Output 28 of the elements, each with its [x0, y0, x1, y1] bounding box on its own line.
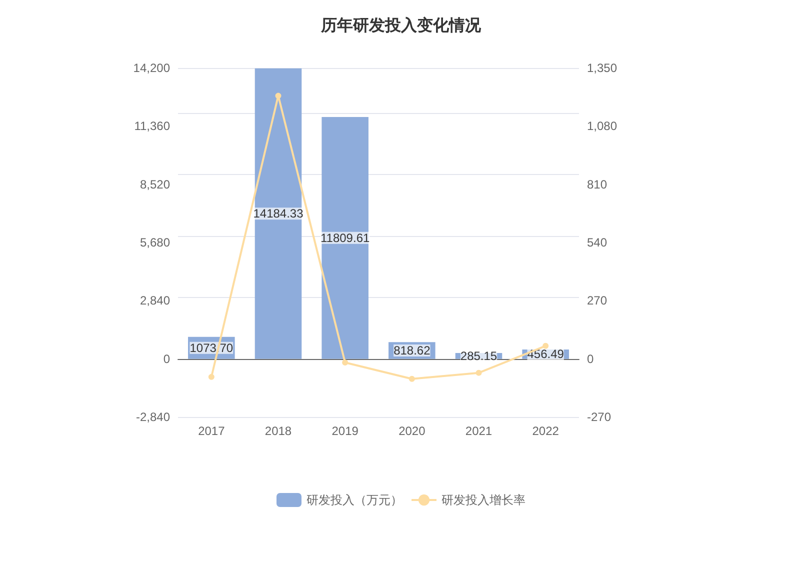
- x-tick-label: 2019: [332, 424, 359, 438]
- x-tick-label: 2021: [465, 424, 492, 438]
- y2-tick-label: 1,350: [587, 61, 618, 75]
- data-label: 11809.61: [320, 230, 370, 245]
- y2-tick-label: 0: [587, 352, 594, 366]
- y2-tick-label: 270: [587, 294, 608, 308]
- x-tick-label: 2020: [398, 424, 426, 438]
- legend-label: 研发投入（万元）: [306, 493, 402, 507]
- y-tick-label: 2,840: [140, 294, 170, 308]
- chart-title: 历年研发投入变化情况: [320, 16, 482, 34]
- y-tick-label: -2,840: [136, 410, 170, 424]
- y2-tick-label: 540: [587, 236, 608, 250]
- y-tick-label: 11,360: [134, 119, 170, 134]
- data-label: 14184.33: [253, 206, 304, 221]
- y-tick-label: 14,200: [133, 61, 170, 75]
- y-tick-label: 8,520: [140, 177, 170, 192]
- y-tick-label: 0: [163, 352, 170, 366]
- y2-tick-label: 810: [587, 177, 608, 192]
- x-tick-label: 2017: [198, 424, 226, 438]
- y2-tick-label: 1,080: [587, 119, 618, 134]
- y2-tick-label: -270: [587, 410, 612, 424]
- data-label: 818.62: [394, 343, 431, 358]
- x-tick-label: 2022: [532, 424, 560, 438]
- y-tick-label: 5,680: [140, 236, 170, 250]
- x-tick-label: 2018: [264, 424, 292, 438]
- data-label: 1073.70: [190, 340, 234, 355]
- legend-label: 研发投入增长率: [442, 493, 526, 507]
- data-label: 285.15: [460, 348, 498, 363]
